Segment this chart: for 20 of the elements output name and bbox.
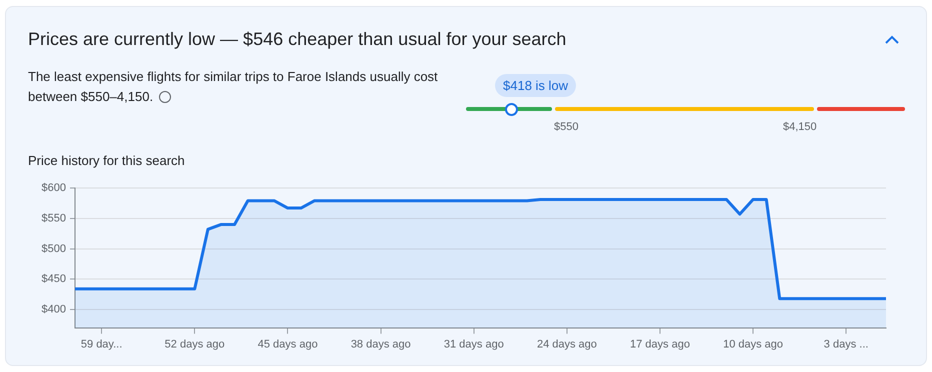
y-tick-label: $400 bbox=[42, 304, 66, 316]
y-tick-label: $450 bbox=[42, 273, 66, 286]
x-tick-label: 24 days ago bbox=[536, 338, 597, 350]
text: $4,150 bbox=[783, 121, 817, 133]
text: $418 is low bbox=[495, 74, 576, 97]
x-tick-label: 10 days ago bbox=[723, 338, 784, 350]
y-tick-label: $500 bbox=[42, 242, 66, 255]
x-tick-label: 45 days ago bbox=[258, 338, 318, 350]
text: Price history for this search bbox=[28, 153, 185, 168]
x-tick-label: 31 days ago bbox=[444, 338, 504, 350]
chart-subtitle: The least expensive flights for similar trips to Faroe Islands usually cost between $550–4,150. bbox=[28, 68, 439, 106]
x-tick-label: 59 day... bbox=[80, 338, 122, 350]
chart-title: Prices are currently low — $546 cheaper than usual for your search bbox=[28, 29, 566, 50]
y-tick-label: $550 bbox=[42, 212, 66, 224]
y-tick-label: $600 bbox=[42, 182, 66, 194]
x-tick-label: 38 days ago bbox=[350, 338, 411, 350]
x-tick-label: 3 days ... bbox=[824, 338, 868, 350]
x-tick-label: 17 days ago bbox=[630, 338, 690, 350]
text: $550 bbox=[554, 121, 578, 133]
x-tick-label: 52 days ago bbox=[164, 338, 225, 350]
